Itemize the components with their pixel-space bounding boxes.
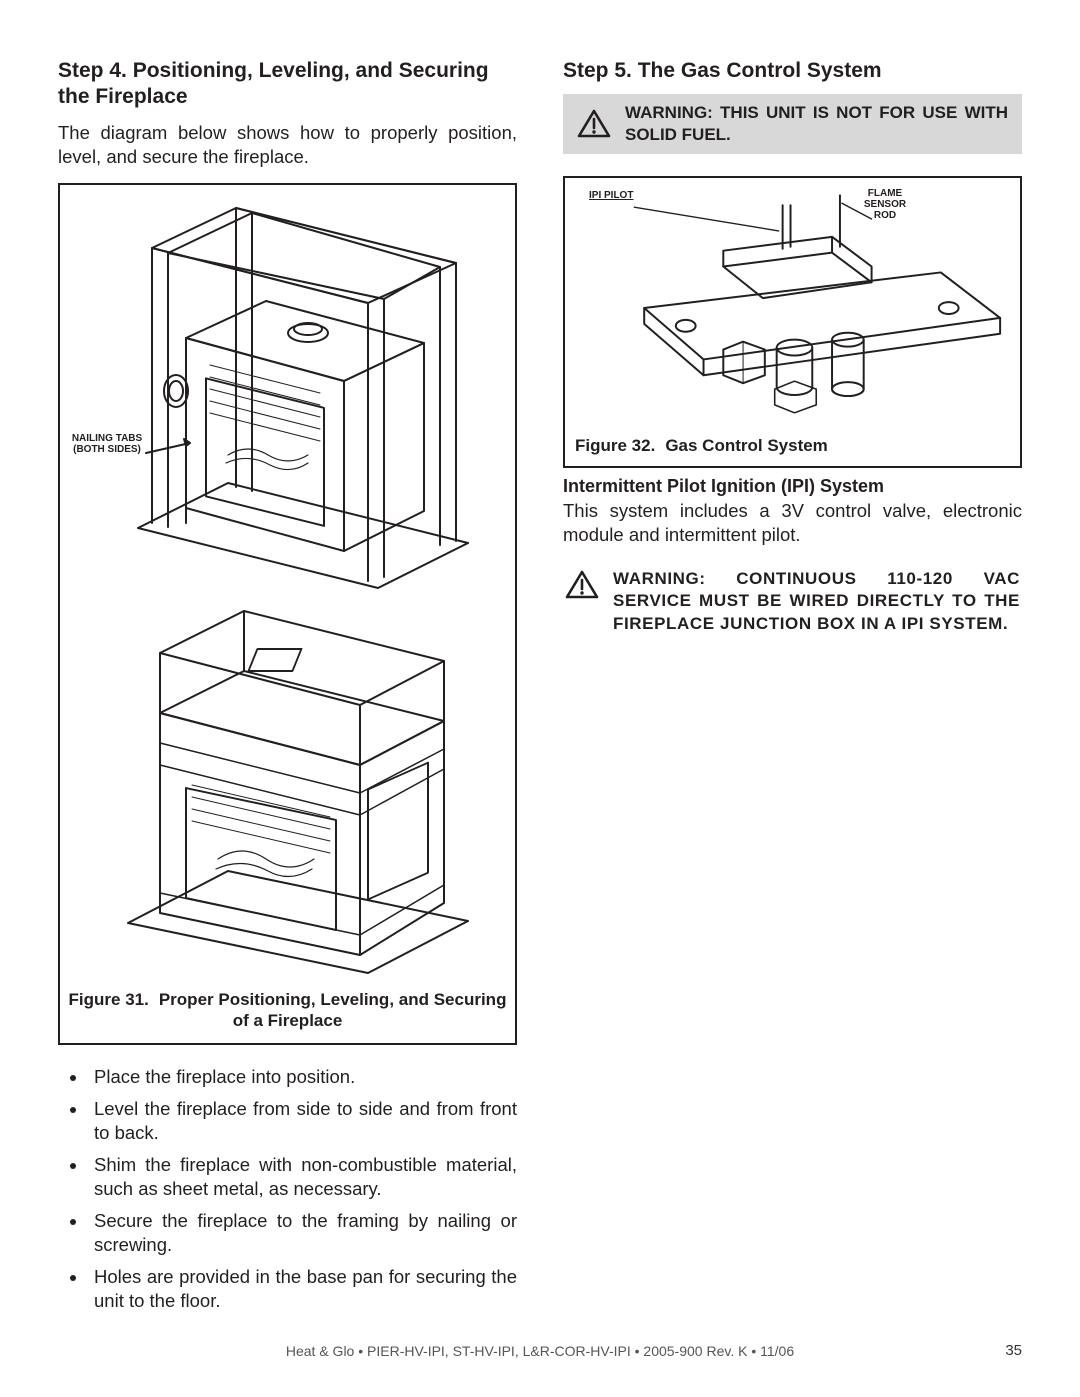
step4-bullets: Place the fireplace into position. Level…	[58, 1065, 517, 1313]
list-item: Place the fireplace into position.	[88, 1065, 517, 1089]
nailing-tabs-label: NAILING TABS (BOTH SIDES)	[70, 433, 144, 455]
ipi-subhead: Intermittent Pilot Ignition (IPI) System	[563, 476, 1022, 497]
warning-text: WARNING: THIS UNIT IS NOT FOR USE WITH S…	[625, 102, 1008, 146]
ipi-body: This system includes a 3V control valve,…	[563, 499, 1022, 547]
step5-heading: Step 5. The Gas Control System	[563, 58, 1022, 84]
step4-heading: Step 4. Positioning, Leveling, and Secur…	[58, 58, 517, 111]
figure32-number: Figure 32.	[575, 436, 655, 455]
list-item: Shim the fireplace with non-combustible …	[88, 1153, 517, 1201]
warning-text: WARNING: CONTINUOUS 110-120 VAC SERVICE …	[613, 568, 1020, 637]
list-item: Holes are provided in the base pan for s…	[88, 1265, 517, 1313]
list-item: Secure the fireplace to the framing by n…	[88, 1209, 517, 1257]
list-item: Level the fireplace from side to side an…	[88, 1097, 517, 1145]
step4-intro: The diagram below shows how to properly …	[58, 121, 517, 169]
figure31-image: NAILING TABS (BOTH SIDES)	[66, 193, 509, 983]
warning-icon	[577, 109, 611, 139]
figure31-box: NAILING TABS (BOTH SIDES)	[58, 183, 517, 1046]
warning-solid-fuel: WARNING: THIS UNIT IS NOT FOR USE WITH S…	[563, 94, 1022, 154]
page-number: 35	[1005, 1342, 1022, 1359]
figure31-caption: Figure 31. Proper Positioning, Leveling, …	[66, 989, 509, 1032]
page-footer: Heat & Glo • PIER-HV-IPI, ST-HV-IPI, L&R…	[0, 1343, 1080, 1359]
figure32-image: IPI PILOT FLAME SENSOR ROD	[575, 190, 1010, 430]
warning-icon	[565, 570, 599, 600]
ipi-pilot-label: IPI PILOT	[589, 190, 633, 201]
figure32-caption: Figure 32. Gas Control System	[575, 436, 1010, 456]
figure31-number: Figure 31.	[69, 990, 149, 1009]
warning-vac: WARNING: CONTINUOUS 110-120 VAC SERVICE …	[563, 568, 1022, 637]
gas-control-svg	[575, 190, 1010, 430]
flame-sensor-label: FLAME SENSOR ROD	[858, 188, 912, 221]
figure32-box: IPI PILOT FLAME SENSOR ROD	[563, 176, 1022, 468]
figure31-title: Proper Positioning, Leveling, and Securi…	[159, 990, 507, 1030]
fireplace-diagram-svg	[68, 193, 508, 983]
left-column: Step 4. Positioning, Leveling, and Secur…	[58, 58, 517, 1322]
right-column: Step 5. The Gas Control System WARNING: …	[563, 58, 1022, 1322]
figure32-title: Gas Control System	[665, 436, 828, 455]
